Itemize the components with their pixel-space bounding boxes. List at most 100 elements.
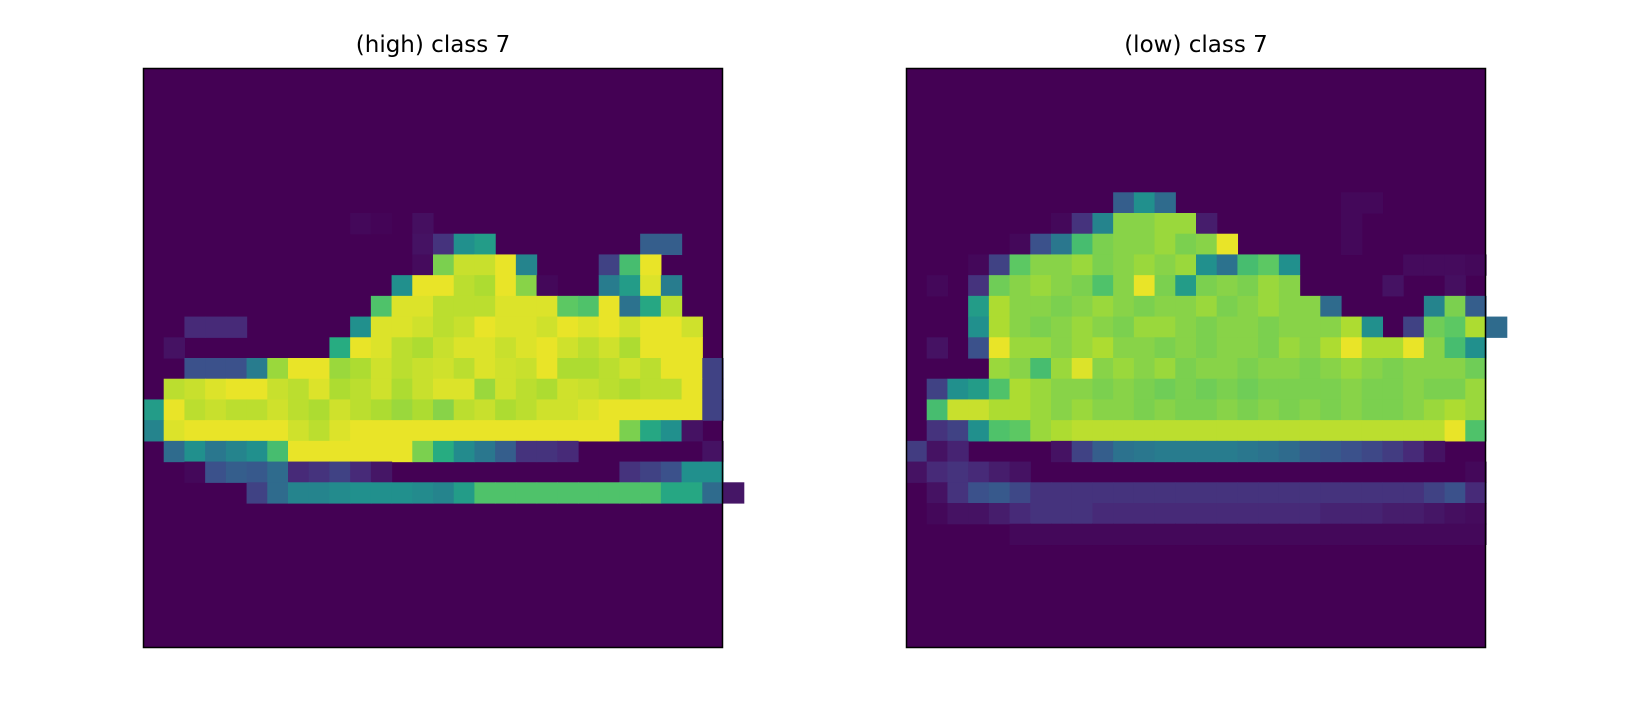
heatmap-cell [1465,482,1487,504]
heatmap-cell [1009,337,1031,359]
heatmap-cell [515,275,538,297]
heatmap-cell [1009,295,1031,318]
heatmap-cell [968,337,990,359]
heatmap-cell [267,482,289,504]
heatmap-cell [1030,254,1052,276]
heatmap-cell [660,295,683,318]
heatmap-cell [184,399,206,421]
heatmap-cell [515,254,538,276]
heatmap-cell [1030,378,1052,401]
heatmap-cell [515,440,538,463]
heatmap-cell [926,461,949,483]
heatmap-cell [660,275,683,297]
heatmap-cell [495,358,517,380]
heatmap-cell [391,420,413,442]
heatmap-cell [1258,358,1280,380]
heatmap-cell [1341,440,1363,463]
heatmap-cell [968,378,990,401]
heatmap-cell [1154,254,1176,276]
heatmap-cell [1092,295,1114,318]
heatmap-cell [474,420,496,442]
heatmap-cell [1196,358,1218,380]
heatmap-cell [453,482,476,504]
heatmap-cell [1051,233,1073,256]
heatmap-cell [370,358,393,380]
heatmap-cell [1403,503,1425,525]
heatmap-cell [1444,399,1466,421]
heatmap-cell [1403,337,1425,359]
heatmap-cell [267,461,289,483]
heatmap-cell [1092,337,1114,359]
heatmap-cell [225,461,248,483]
heatmap-cell [1030,233,1052,256]
heatmap-cell [1465,316,1487,338]
heatmap-cell [1237,440,1259,463]
heatmap-cell [205,420,227,442]
heatmap-cell [1092,440,1114,463]
heatmap-cell [370,378,393,401]
heatmap-cell [660,461,683,483]
heatmap-cell [1009,399,1031,421]
heatmap-cell [495,482,517,504]
heatmap-cell [1382,440,1404,463]
heatmap-cell [1278,503,1301,525]
heatmap-cell [412,482,434,504]
heatmap-cell [681,399,703,421]
heatmap-cell [453,233,476,256]
heatmap-cell [205,440,227,463]
heatmap-cell [1051,399,1073,421]
heatmap-cell [578,316,600,338]
heatmap-cell [1444,337,1466,359]
heatmap-cell [1175,337,1197,359]
heatmap-cell [681,337,703,359]
heatmap-cell [350,337,372,359]
heatmap-cell [474,295,496,318]
heatmap-cell [1133,295,1156,318]
heatmap-cell [433,254,455,276]
heatmap-cell [1258,420,1280,442]
heatmap-cell [598,295,621,318]
heatmap-cell [578,358,600,380]
heatmap-cell [1071,275,1094,297]
heatmap-cell [598,275,621,297]
heatmap-cell [412,254,434,276]
heatmap-cell [308,420,331,442]
heatmap-cell [1423,523,1446,546]
heatmap-cell [1113,358,1135,380]
heatmap-cell [578,399,600,421]
heatmap-cell [1071,523,1094,546]
heatmap-cell [1403,399,1425,421]
heatmap-cell [1299,523,1321,546]
heatmap-cell [947,461,969,483]
heatmap-cell [947,503,969,525]
heatmap-cell [205,316,227,338]
heatmap-cell [681,378,703,401]
heatmap-cell [288,399,310,421]
heatmap-cell [433,337,455,359]
heatmap-cell [1361,358,1384,380]
heatmap-cell [1133,316,1156,338]
heatmap-cell [308,378,331,401]
heatmap-cell [1113,503,1135,525]
heatmap-cell [640,233,662,256]
heatmap-cell [1071,378,1094,401]
heatmap-cell [1071,254,1094,276]
panel-title-high: (high) class 7 [355,32,511,58]
heatmap-cell [246,461,268,483]
heatmap-cell [1051,254,1073,276]
heatmap-cell [412,337,434,359]
heatmap-cell [1154,399,1176,421]
heatmap-cell [1423,482,1446,504]
heatmap-cell [640,358,662,380]
heatmap-cell [370,461,393,483]
heatmap-cell [1051,275,1073,297]
heatmap-cell [1113,233,1135,256]
heatmap-cell [329,358,351,380]
heatmap-cell [1030,523,1052,546]
heatmap-cell [660,482,683,504]
heatmap-cell [619,358,641,380]
heatmap-cell [391,337,413,359]
heatmap-cell [453,440,476,463]
heatmap-cell [267,378,289,401]
heatmap-cell [536,482,558,504]
